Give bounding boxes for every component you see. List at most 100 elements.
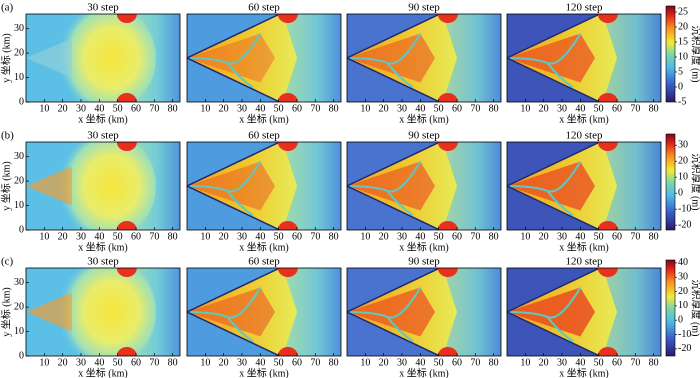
heatmap-channel xyxy=(187,161,262,217)
x-tick-label: 70 xyxy=(470,231,480,242)
heatmap-channel xyxy=(26,38,72,78)
x-tick-label: 50 xyxy=(594,103,604,114)
colorbar-tick-label: -20 xyxy=(678,219,691,230)
x-tick-label: 70 xyxy=(630,357,640,368)
axes-frame xyxy=(25,141,181,231)
panel-title: 120 step xyxy=(566,2,603,14)
colorbar-tick-label: -10 xyxy=(678,329,691,340)
colorbar-tick-label: 30 xyxy=(678,139,688,150)
x-tick-label: 50 xyxy=(274,357,284,368)
heatmap xyxy=(26,268,180,356)
x-tick-label: 50 xyxy=(274,103,284,114)
x-tick-label: 10 xyxy=(520,231,530,242)
x-tick-label: 10 xyxy=(200,103,210,114)
heatmap xyxy=(187,142,341,230)
heatmap-lobe xyxy=(437,268,458,277)
x-tick-label: 50 xyxy=(113,103,123,114)
x-tick-label: 60 xyxy=(292,357,302,368)
heatmap-lobe xyxy=(597,347,618,356)
x-tick-label: 50 xyxy=(434,231,444,242)
x-tick-label: 80 xyxy=(649,103,659,114)
x-tick-label: 30 xyxy=(237,231,247,242)
x-tick-label: 40 xyxy=(575,103,585,114)
x-tick-label: 30 xyxy=(557,103,567,114)
colorbar-tick-label: 25 xyxy=(678,6,688,17)
x-tick-label: 40 xyxy=(94,103,104,114)
heatmap-lobe xyxy=(437,14,458,23)
x-tick-label: 10 xyxy=(39,357,49,368)
axes-frame xyxy=(506,141,662,231)
x-tick-label: 50 xyxy=(434,357,444,368)
axes-frame xyxy=(506,267,662,357)
x-tick-label: 10 xyxy=(520,103,530,114)
axes-frame xyxy=(346,267,502,357)
x-tick-label: 70 xyxy=(630,103,640,114)
x-tick-label: 10 xyxy=(39,231,49,242)
x-tick-label: 70 xyxy=(470,357,480,368)
x-tick-label: 10 xyxy=(360,231,370,242)
heatmap-lobe xyxy=(437,347,458,356)
heatmap xyxy=(187,268,341,356)
colorbar-tick-label: -5 xyxy=(678,96,686,107)
x-tick-label: 20 xyxy=(539,231,549,242)
x-tick-label: 40 xyxy=(575,231,585,242)
x-axis-label: x 坐标 (km) xyxy=(559,367,608,378)
colorbar xyxy=(665,5,676,103)
colorbar-tick-label: 15 xyxy=(678,36,688,47)
heatmap-fan xyxy=(57,14,156,102)
heatmap-edge xyxy=(187,14,282,59)
heatmap xyxy=(507,142,661,230)
x-tick-label: 20 xyxy=(58,231,68,242)
colorbar-tick-label: -20 xyxy=(678,343,691,354)
heatmap-channel xyxy=(507,287,582,343)
y-tick-label: 10 xyxy=(14,72,24,83)
heatmap xyxy=(507,268,661,356)
x-tick-label: 80 xyxy=(489,231,499,242)
x-tick-label: 20 xyxy=(58,103,68,114)
x-tick-label: 10 xyxy=(39,103,49,114)
x-tick-label: 40 xyxy=(255,231,265,242)
heatmap-edge xyxy=(507,142,602,187)
x-tick-label: 80 xyxy=(649,357,659,368)
x-tick-label: 80 xyxy=(329,231,339,242)
x-tick-label: 20 xyxy=(379,103,389,114)
y-tick-label: 0 xyxy=(19,350,24,361)
heatmap-lobe xyxy=(277,347,298,356)
heatmap-channel xyxy=(347,33,422,89)
y-tick-label: 20 xyxy=(14,175,24,186)
y-tick-label: 30 xyxy=(14,23,24,34)
x-tick-label: 50 xyxy=(594,231,604,242)
heatmap-lobe xyxy=(437,221,458,230)
y-tick-label: 20 xyxy=(14,47,24,58)
x-tick-label: 10 xyxy=(200,231,210,242)
heatmap-edge xyxy=(347,311,442,356)
x-tick-label: 40 xyxy=(94,357,104,368)
x-axis-label: x 坐标 (km) xyxy=(239,113,288,125)
heatmap-edge xyxy=(347,268,442,313)
y-tick-label: 10 xyxy=(14,326,24,337)
x-tick-label: 60 xyxy=(131,103,141,114)
x-tick-label: 50 xyxy=(113,357,123,368)
x-tick-label: 20 xyxy=(539,357,549,368)
heatmap xyxy=(187,14,341,102)
panel-title: 90 step xyxy=(408,256,440,268)
x-tick-label: 80 xyxy=(168,103,178,114)
panel-title: 30 step xyxy=(87,2,119,14)
colorbar xyxy=(665,133,676,231)
heatmap-edge xyxy=(507,268,602,313)
x-tick-label: 10 xyxy=(360,103,370,114)
x-tick-label: 30 xyxy=(76,231,86,242)
heatmap-edge xyxy=(187,142,282,187)
heatmap xyxy=(26,14,180,102)
x-tick-label: 70 xyxy=(470,103,480,114)
panel-title: 120 step xyxy=(566,256,603,268)
heatmap-edge xyxy=(507,14,602,59)
heatmap xyxy=(26,142,180,230)
heatmap-lobe xyxy=(597,93,618,102)
x-tick-label: 40 xyxy=(415,231,425,242)
heatmap-channel xyxy=(187,287,262,343)
x-tick-label: 30 xyxy=(397,357,407,368)
x-tick-label: 60 xyxy=(612,231,622,242)
x-tick-label: 20 xyxy=(58,357,68,368)
